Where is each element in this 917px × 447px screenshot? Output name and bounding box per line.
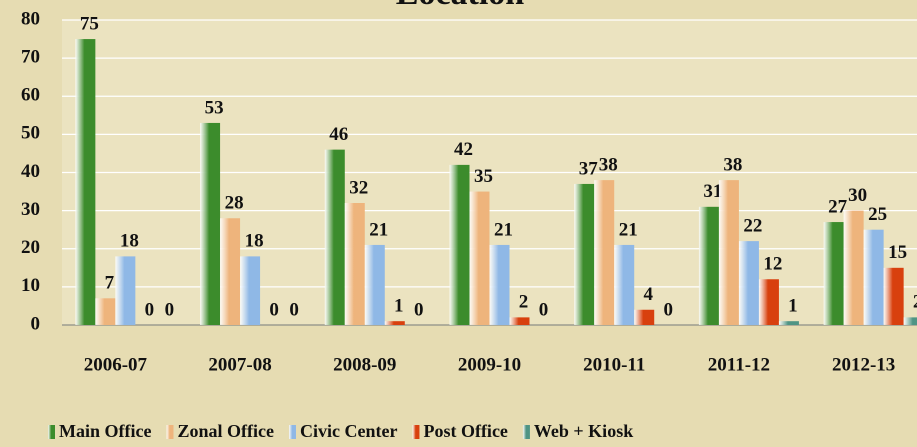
data-label: 21 (369, 219, 388, 240)
y-tick-label: 60 (21, 85, 40, 106)
y-tick-label: 40 (21, 161, 40, 182)
data-label: 37 (579, 158, 599, 179)
bar (489, 244, 510, 325)
legend-swatch (48, 425, 55, 439)
legend-label: Civic Center (300, 421, 397, 441)
data-label: 46 (329, 124, 348, 145)
bar (863, 229, 884, 325)
bar (634, 309, 655, 325)
bar (778, 321, 799, 325)
bar (698, 206, 719, 325)
data-label: 0 (663, 299, 673, 320)
bar (75, 39, 96, 325)
bar (883, 267, 904, 325)
bar (509, 317, 530, 325)
y-tick-label: 80 (21, 8, 40, 29)
bar (843, 210, 864, 325)
bar (449, 164, 470, 325)
bar (240, 256, 261, 325)
data-label: 18 (120, 231, 139, 252)
data-label: 30 (848, 185, 867, 206)
bar (95, 298, 116, 325)
data-label: 21 (494, 219, 513, 240)
data-label: 0 (289, 299, 299, 320)
bar (200, 122, 221, 325)
bar (324, 149, 345, 325)
data-label: 28 (225, 193, 244, 214)
data-label: 2 (913, 292, 917, 313)
data-label: 18 (245, 231, 264, 252)
y-tick-label: 0 (31, 313, 41, 334)
y-tick-label: 70 (21, 46, 40, 67)
data-label: 42 (454, 139, 473, 160)
data-label: 38 (723, 154, 742, 175)
legend-swatch (288, 425, 296, 439)
data-label: 53 (205, 97, 224, 118)
x-tick-label: 2006-07 (84, 354, 148, 375)
bar (469, 191, 490, 325)
x-tick-label: 2012-13 (832, 354, 895, 375)
x-tick-label: 2011-12 (708, 354, 770, 375)
x-tick-label: 2010-11 (583, 354, 645, 375)
data-label: 0 (145, 299, 155, 320)
bar (344, 203, 365, 325)
y-tick-label: 30 (21, 199, 40, 220)
y-tick-label: 10 (21, 275, 40, 296)
legend-label: Web + Kiosk (534, 421, 633, 441)
x-tick-label: 2008-09 (333, 354, 396, 375)
bar (718, 180, 739, 325)
data-label: 0 (414, 299, 424, 320)
data-label: 31 (703, 181, 722, 202)
bar (574, 183, 595, 325)
y-tick-label: 50 (21, 123, 40, 144)
data-label: 15 (888, 242, 907, 263)
bar (115, 256, 136, 325)
data-label: 1 (788, 296, 798, 317)
bar (903, 317, 917, 325)
legend-label: Main Office (59, 421, 151, 441)
x-tick-label: 2007-08 (208, 354, 271, 375)
bar (594, 180, 615, 325)
data-label: 2 (519, 292, 529, 313)
data-label: 22 (743, 215, 762, 236)
bar (384, 321, 405, 325)
data-label: 0 (269, 299, 279, 320)
data-label: 4 (643, 284, 653, 305)
bar (758, 279, 779, 325)
legend-swatch (166, 425, 174, 439)
bar (364, 244, 385, 325)
data-label: 75 (80, 13, 99, 34)
data-label: 0 (165, 299, 175, 320)
bar (738, 241, 759, 325)
y-tick-label: 20 (21, 237, 40, 258)
data-label: 21 (619, 219, 638, 240)
data-label: 35 (474, 166, 493, 187)
data-label: 38 (599, 154, 618, 175)
data-label: 27 (828, 196, 848, 217)
data-label: 7 (105, 273, 115, 294)
bar (614, 244, 635, 325)
chart-title: Location (396, 0, 525, 12)
data-label: 32 (349, 177, 368, 198)
data-label: 1 (394, 296, 404, 317)
data-label: 25 (868, 204, 887, 225)
legend-label: Post Office (423, 421, 507, 441)
data-label: 12 (763, 254, 782, 275)
legend-swatch (412, 425, 420, 439)
legend-label: Zonal Office (177, 421, 274, 441)
x-tick-label: 2009-10 (458, 354, 521, 375)
bar (220, 218, 241, 325)
bar (823, 222, 844, 325)
legend-swatch (522, 425, 530, 439)
data-label: 0 (539, 299, 549, 320)
